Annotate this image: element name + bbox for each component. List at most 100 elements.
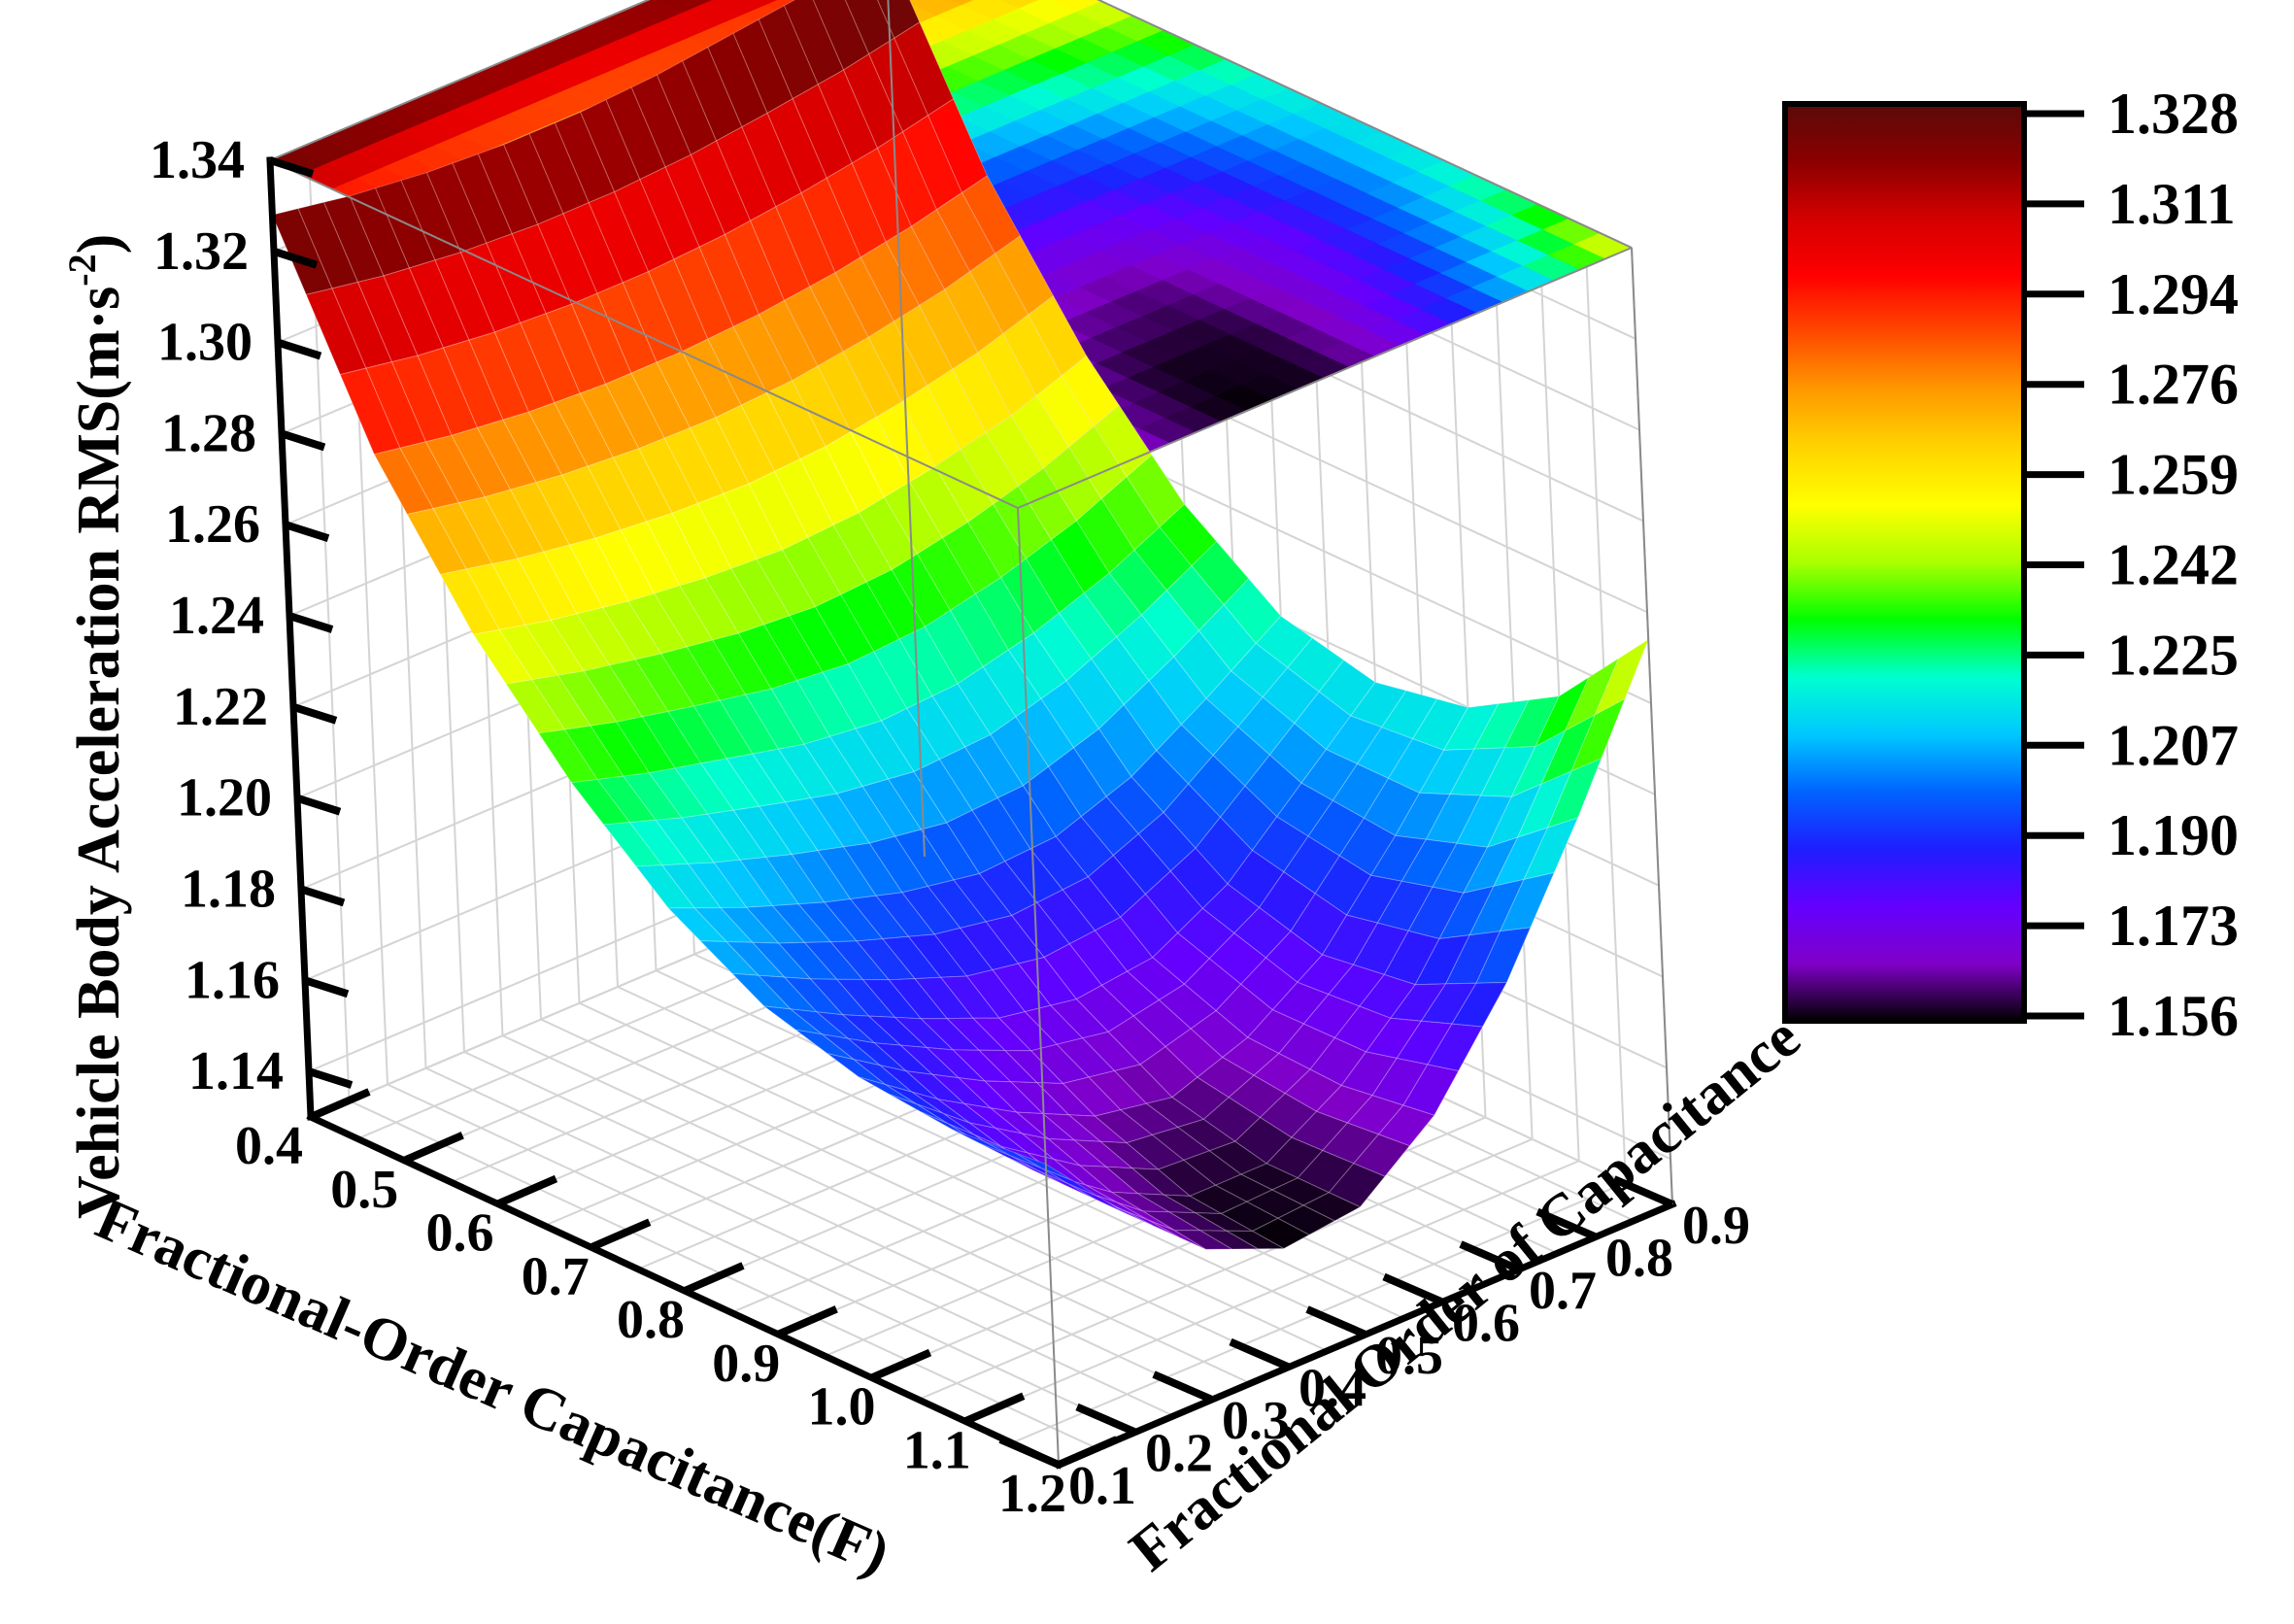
y-tick: [1382, 1272, 1444, 1306]
x-tick: [402, 1132, 464, 1165]
y-tick: [1459, 1240, 1521, 1273]
x-tick: [869, 1348, 932, 1382]
z-tick: [280, 429, 326, 452]
y-tick: [998, 1436, 1061, 1469]
x-tick: [963, 1392, 1026, 1425]
z-tick-label: 1.16: [185, 950, 280, 1010]
z-tick: [299, 885, 346, 907]
z-tick-label: 1.20: [177, 768, 272, 829]
x-tick-label: 0.5: [330, 1160, 398, 1220]
surface-cell: [1546, 757, 1602, 829]
surface-cell: [1121, 1208, 1180, 1238]
z-tick: [284, 521, 330, 543]
x-tick-label: 0.6: [426, 1203, 494, 1264]
colorbar-tick-label: 1.207: [2108, 713, 2239, 777]
surface-cell: [1067, 1183, 1127, 1214]
y-tick-label: 0.8: [1605, 1229, 1673, 1289]
surface-cell: [1402, 1064, 1460, 1116]
z-tick: [307, 1067, 354, 1089]
top-cell: [755, 0, 780, 6]
x-tick-label: 0.7: [522, 1246, 590, 1306]
surface-cell: [1377, 1104, 1435, 1147]
x-tick-label: 1.0: [808, 1377, 876, 1438]
colorbar-tick-label: 1.173: [2108, 894, 2239, 958]
z-tick: [272, 247, 319, 269]
x-tick: [683, 1262, 745, 1295]
y-tick-label: 0.3: [1222, 1391, 1290, 1451]
z-tick: [295, 794, 342, 816]
z-axis-title-main: Vehicle Body Acceleration RMS(m·s: [66, 287, 132, 1219]
colorbar-tick-label: 1.242: [2108, 533, 2239, 597]
box-edge: [887, 0, 926, 858]
y-tick: [1305, 1305, 1367, 1338]
grid-line: [1536, 204, 1580, 1162]
box-edge: [269, 0, 651, 161]
surface-cell: [1328, 1163, 1386, 1208]
grid-line: [463, 1051, 1213, 1401]
colorbar-tick-label: 1.276: [2108, 353, 2239, 417]
x-tick-label: 1.2: [998, 1464, 1066, 1524]
surface-cell: [1352, 1133, 1411, 1177]
colorbar-tick-label: 1.311: [2108, 172, 2236, 236]
z-tick-label: 1.26: [165, 494, 260, 555]
z-tick-label: 1.22: [173, 677, 268, 737]
y-tick: [1152, 1370, 1214, 1404]
grid-line: [617, 986, 1366, 1336]
colorbar-tick-label: 1.156: [2108, 984, 2239, 1048]
y-tick-label: 0.6: [1452, 1294, 1520, 1354]
x-tick-label: 1.1: [903, 1420, 971, 1480]
colorbar-tick-label: 1.190: [2108, 803, 2239, 867]
z-tick-label: 1.24: [169, 586, 264, 646]
surface-cell: [1224, 1230, 1286, 1250]
box-edge: [1631, 247, 1673, 1205]
grid-line: [1490, 182, 1534, 1139]
y-tick: [1612, 1175, 1674, 1208]
z-tick: [287, 612, 334, 633]
top-cell: [999, 0, 1042, 10]
colorbar-tick-label: 1.225: [2108, 623, 2239, 687]
surface-cell: [1301, 1192, 1362, 1222]
z-axis-title-close: ): [66, 234, 132, 254]
colorbar: [1782, 101, 2027, 1024]
x-tick: [776, 1305, 838, 1338]
x-tick-label: 0.8: [617, 1290, 685, 1350]
z-tick: [276, 338, 322, 360]
surface-cell: [1523, 817, 1579, 881]
z-axis-title-sup: -2: [60, 254, 104, 286]
z-axis-line: [266, 156, 315, 1121]
box-edge: [1096, 0, 1633, 249]
y-tick: [1229, 1337, 1291, 1371]
z-tick: [268, 156, 315, 178]
x-tick: [309, 1088, 371, 1121]
x-tick-label: 0.9: [712, 1334, 780, 1394]
y-tick-label: 0.1: [1068, 1456, 1136, 1516]
z-tick-label: 1.28: [161, 403, 256, 463]
colorbar-tick-label: 1.294: [2108, 262, 2239, 326]
z-tick-label: 1.32: [153, 221, 249, 282]
y-tick-label: 0.9: [1682, 1196, 1750, 1256]
grid-line: [425, 1066, 1174, 1417]
grid-line: [579, 1001, 1328, 1352]
surface-cell: [1198, 1230, 1260, 1250]
colorbar-tick-label: 1.259: [2108, 443, 2239, 507]
box-edge: [269, 159, 1019, 509]
axes: 0.40.50.60.70.80.91.01.11.2 0.10.20.30.40…: [150, 0, 1750, 1524]
box-edge: [1017, 507, 1060, 1466]
z-tick-label: 1.30: [157, 313, 253, 373]
z-tick-label: 1.14: [188, 1041, 284, 1101]
colorbar-ticks: 1.328 1.311 1.294 1.276 1.259 1.242 1.225 1.207…: [2024, 82, 2239, 1048]
z-tick-label: 1.18: [181, 859, 276, 919]
y-tick: [1535, 1207, 1598, 1241]
top-cell: [951, 0, 976, 6]
grid-line: [540, 1018, 1290, 1369]
z-tick: [303, 976, 350, 998]
grid-line: [387, 1083, 1136, 1434]
y-tick-label: 0.4: [1299, 1359, 1366, 1419]
y-tick: [1075, 1403, 1137, 1437]
colorbar-tick-label: 1.328: [2108, 82, 2239, 146]
x-tick: [495, 1174, 558, 1208]
x-tick-label: 0.4: [235, 1116, 303, 1176]
z-axis-title: Vehicle Body Acceleration RMS(m·s-2): [60, 234, 132, 1219]
x-tick: [1057, 1436, 1119, 1469]
